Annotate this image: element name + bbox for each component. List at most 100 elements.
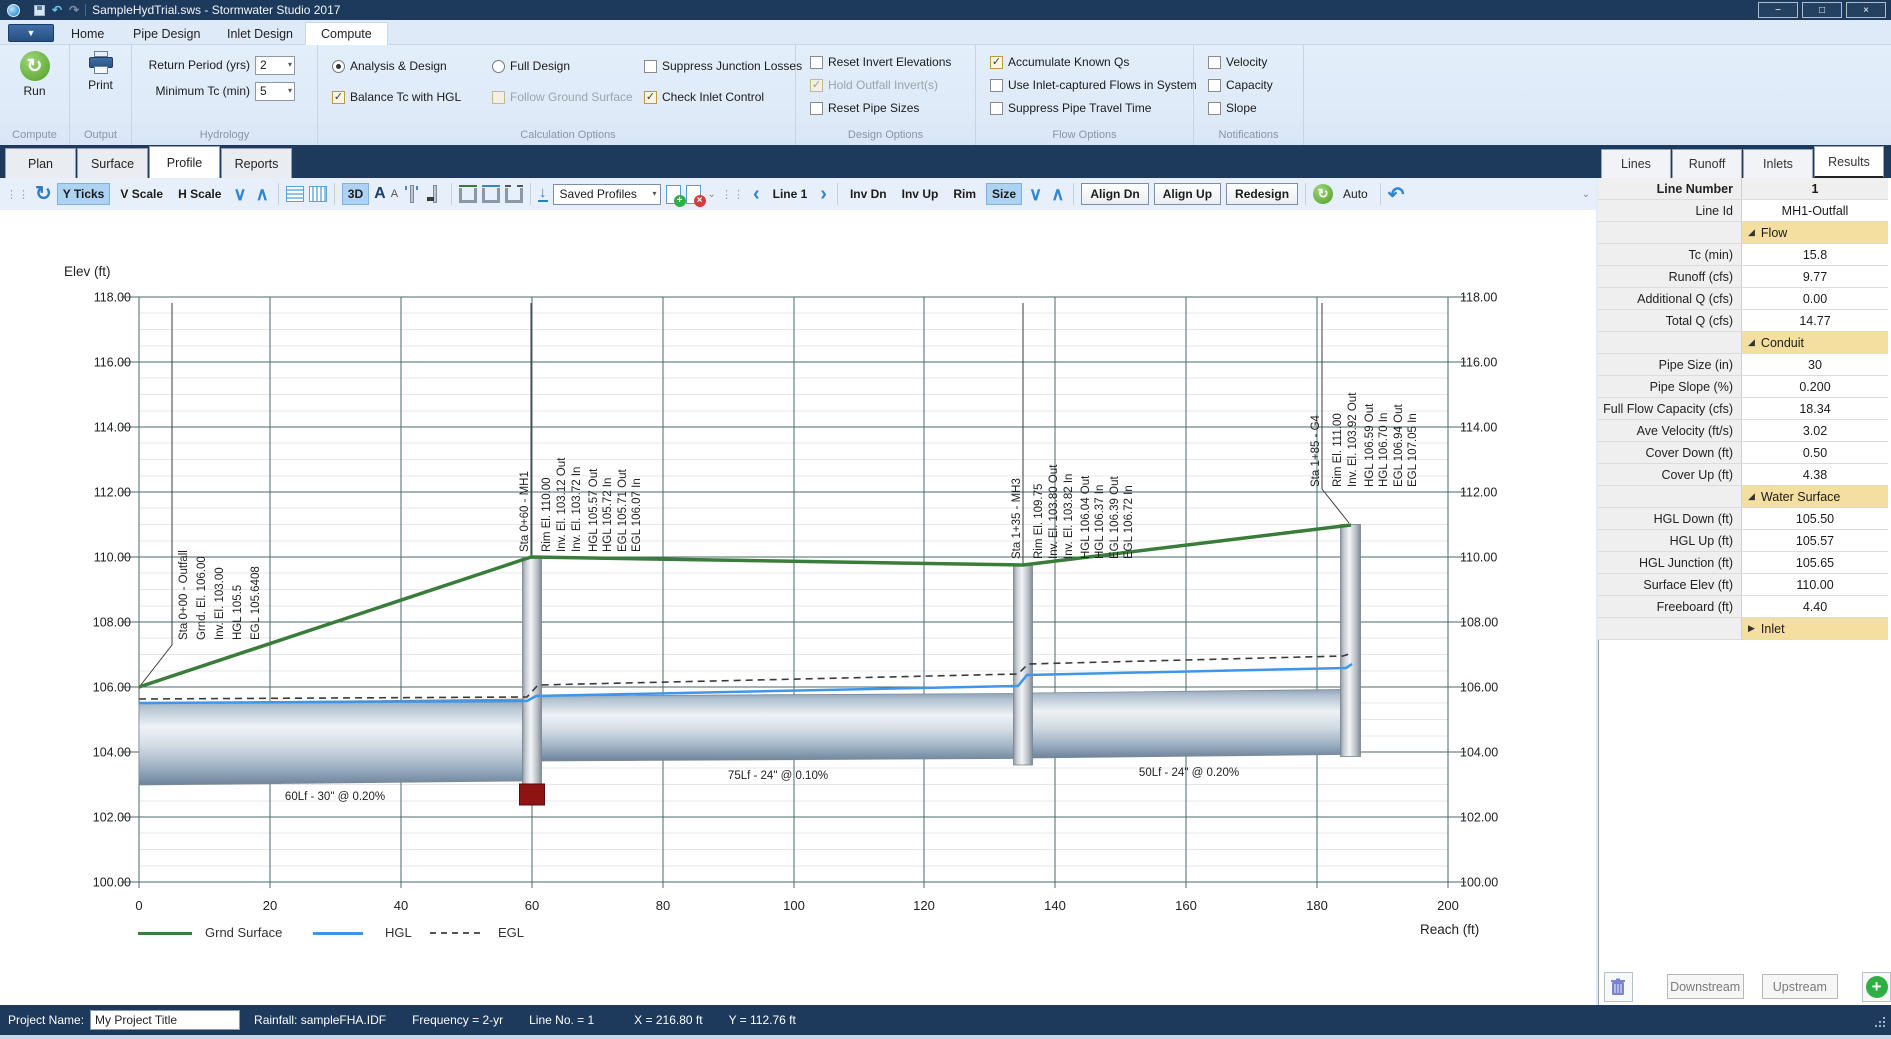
rim-button[interactable]: Rim (953, 187, 976, 201)
checkbox-velocity[interactable]: Velocity (1208, 53, 1303, 71)
row-value[interactable]: 105.50 (1742, 508, 1888, 529)
run-button[interactable]: ↻ Run (0, 51, 69, 98)
row-value[interactable]: 15.8 (1742, 244, 1888, 265)
next-line-icon[interactable]: › (820, 183, 827, 205)
manhole-mh3[interactable] (1013, 564, 1033, 766)
save-icon[interactable] (34, 4, 45, 16)
y-ticks-toggle[interactable]: Y Ticks (56, 183, 111, 205)
ribbon-tab-home[interactable]: Home (71, 26, 105, 41)
row-value[interactable]: 0.50 (1742, 442, 1888, 463)
ribbon-tab-pipe-design[interactable]: Pipe Design (133, 26, 201, 41)
redo-icon[interactable]: ↷ (69, 3, 80, 17)
horizontal-grid-icon[interactable] (285, 186, 304, 202)
tab-runoff[interactable]: Runoff (1672, 149, 1742, 178)
previous-line-icon[interactable]: ‹ (752, 183, 760, 205)
row-value[interactable]: 0.00 (1742, 288, 1888, 309)
tab-results[interactable]: Results (1814, 146, 1884, 178)
downstream-button[interactable]: Downstream (1666, 974, 1744, 999)
tab-inlets[interactable]: Inlets (1743, 149, 1813, 178)
show-ground-icon[interactable] (459, 185, 478, 203)
station-ticks-icon[interactable] (403, 185, 421, 203)
checkbox-check-inlet-control[interactable]: ✓ Check Inlet Control (644, 88, 804, 106)
inv-dn-button[interactable]: Inv Dn (849, 187, 887, 201)
checkbox-reset-pipe-sizes[interactable]: Reset Pipe Sizes (810, 99, 975, 117)
h-scale-button[interactable]: H Scale (178, 187, 222, 201)
radio-full-design[interactable]: Full Design (492, 57, 644, 75)
row-value[interactable]: 30 (1742, 354, 1888, 375)
app-icon[interactable] (7, 3, 20, 17)
print-button[interactable]: Print (70, 51, 131, 92)
v-scale-button[interactable]: V Scale (120, 187, 164, 201)
checkbox-slope[interactable]: Slope (1208, 99, 1303, 117)
checkbox-suppress-pipe-travel[interactable]: Suppress Pipe Travel Time (990, 99, 1193, 117)
delete-profile-icon[interactable]: × (685, 184, 706, 207)
row-value[interactable]: 3.02 (1742, 420, 1888, 441)
3d-toggle[interactable]: 3D (341, 183, 370, 205)
toolbar-drag-handle-2[interactable]: ⋮⋮ (720, 188, 745, 201)
value-down-icon[interactable]: ∨ (1029, 183, 1043, 204)
toolbar-overflow-icon[interactable]: ⌄ (1581, 188, 1590, 200)
pipe-1[interactable] (138, 698, 524, 786)
row-value[interactable]: 14.77 (1742, 310, 1888, 331)
expander-open-icon[interactable]: ◢ (1748, 227, 1755, 237)
minimize-button[interactable]: − (1758, 2, 1798, 18)
add-line-button[interactable]: + (1862, 971, 1891, 1002)
align-dn-button[interactable]: Align Dn (1081, 183, 1149, 205)
refresh-icon[interactable]: ↻ (35, 183, 52, 205)
font-decrease-icon[interactable]: A (390, 188, 399, 200)
undo-icon[interactable]: ↶ (52, 3, 63, 17)
row-value[interactable]: 18.34 (1742, 398, 1888, 419)
project-name-input[interactable] (90, 1010, 241, 1030)
tab-surface[interactable]: Surface (77, 148, 148, 178)
category-row-flow[interactable]: ◢ Flow (1742, 222, 1888, 243)
tab-plan[interactable]: Plan (5, 148, 76, 178)
scale-down-icon[interactable]: ∨ (233, 183, 247, 204)
minimum-tc-select[interactable]: 5 ▾ (255, 81, 295, 101)
category-row-inlet[interactable]: ▶ Inlet (1742, 618, 1888, 639)
tab-reports[interactable]: Reports (221, 148, 292, 178)
tab-lines[interactable]: Lines (1601, 149, 1671, 178)
row-value[interactable]: 1 (1742, 178, 1888, 199)
undo-profile-icon[interactable]: ↶ (1387, 183, 1405, 206)
ribbon-tab-inlet-design[interactable]: Inlet Design (227, 26, 294, 41)
category-row-water-surface[interactable]: ◢ Water Surface (1742, 486, 1888, 507)
tab-profile[interactable]: Profile (149, 146, 220, 178)
delete-line-button[interactable] (1604, 971, 1633, 1002)
pipe-3[interactable] (1031, 689, 1342, 759)
row-value[interactable]: 0.200 (1742, 376, 1888, 397)
show-egl-icon[interactable] (505, 185, 524, 203)
pipe-2[interactable] (540, 693, 1015, 762)
toolbar-drag-handle[interactable]: ⋮⋮ (6, 188, 30, 201)
checkbox-use-inlet-captured[interactable]: Use Inlet-captured Flows in System (990, 76, 1197, 94)
file-menu-button[interactable]: ▼ (8, 24, 54, 42)
pipe-label-icon[interactable] (426, 185, 444, 203)
show-hgl-icon[interactable] (482, 185, 501, 203)
expander-open-icon[interactable]: ◢ (1748, 491, 1755, 501)
export-profile-icon[interactable]: ↓ (538, 184, 548, 202)
checkbox-accumulate-known-qs[interactable]: ✓ Accumulate Known Qs (990, 53, 1193, 71)
align-up-button[interactable]: Align Up (1153, 183, 1222, 205)
value-up-icon[interactable]: ∧ (1051, 183, 1065, 204)
font-increase-icon[interactable]: A (374, 185, 386, 202)
scale-up-icon[interactable]: ∧ (255, 183, 269, 204)
checkbox-capacity[interactable]: Capacity (1208, 76, 1303, 94)
radio-analysis-design[interactable]: Analysis & Design (332, 57, 492, 75)
checkbox-suppress-junction-losses[interactable]: Suppress Junction Losses (644, 57, 804, 75)
add-profile-icon[interactable]: + (665, 184, 686, 207)
checkbox-reset-invert-elevations[interactable]: Reset Invert Elevations (810, 53, 975, 71)
expander-closed-icon[interactable]: ▶ (1748, 623, 1755, 633)
row-value[interactable]: 4.38 (1742, 464, 1888, 485)
resize-grip[interactable] (1873, 1015, 1885, 1027)
ribbon-tab-compute[interactable]: Compute (305, 22, 388, 45)
auto-run-icon[interactable]: ↻ (1313, 184, 1334, 204)
row-value[interactable]: 105.57 (1742, 530, 1888, 551)
vertical-grid-icon[interactable] (308, 186, 327, 202)
manhole-mh1[interactable] (522, 556, 542, 785)
row-value[interactable]: 9.77 (1742, 266, 1888, 287)
row-value[interactable]: MH1-Outfall (1742, 200, 1888, 221)
saved-profiles-select[interactable]: Saved Profiles ▾ (552, 183, 661, 205)
size-toggle[interactable]: Size (985, 183, 1022, 205)
row-value[interactable]: 105.65 (1742, 552, 1888, 573)
category-row-conduit[interactable]: ◢ Conduit (1742, 332, 1888, 353)
row-value[interactable]: 4.40 (1742, 596, 1888, 617)
